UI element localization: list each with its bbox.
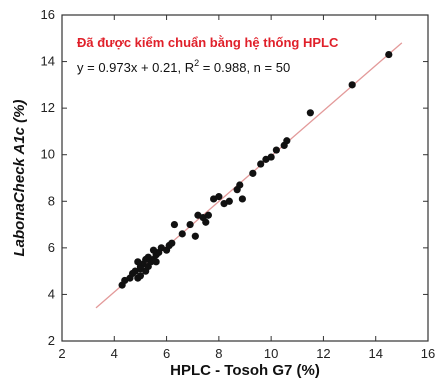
data-point [136, 272, 145, 280]
y-tick-label: 6 [48, 240, 55, 255]
y-tick-label: 10 [41, 147, 55, 162]
axis-tick-labels: 2 4 6 8 10 12 14 16 2 4 6 8 10 12 14 16 [41, 7, 436, 361]
data-point [168, 239, 176, 247]
equation-suffix: = 0.988, n = 50 [199, 60, 290, 75]
data-point [134, 258, 142, 266]
data-point [348, 81, 356, 89]
annotation-headline: Đã được kiểm chuẩn bằng hệ thống HPLC [77, 35, 339, 50]
x-tick-label: 8 [215, 346, 222, 361]
data-point [238, 195, 246, 203]
axis-ticks [61, 14, 429, 342]
data-point [128, 269, 137, 278]
x-axis-title: HPLC - Tosoh G7 (%) [170, 362, 320, 379]
x-tick-label: 6 [163, 346, 170, 361]
data-point [385, 50, 393, 59]
data-point [267, 153, 275, 161]
data-point [215, 193, 223, 201]
x-tick-label: 16 [421, 346, 435, 361]
data-point [249, 169, 257, 177]
equation-sup: 2 [194, 58, 199, 68]
data-point [306, 109, 314, 117]
data-point [136, 265, 145, 273]
data-point [149, 246, 158, 254]
y-tick-label: 4 [48, 286, 55, 301]
data-point [204, 211, 212, 219]
x-tick-label: 12 [316, 346, 330, 361]
data-point [178, 230, 186, 238]
equation-prefix: y = 0.973x + 0.21, R [77, 60, 194, 75]
data-point [236, 181, 244, 189]
data-point [152, 258, 160, 266]
data-point [283, 137, 291, 145]
data-point [170, 220, 179, 229]
x-tick-label: 14 [368, 346, 382, 361]
data-point [142, 255, 150, 264]
y-tick-label: 8 [48, 193, 55, 208]
data-point [191, 232, 199, 240]
x-tick-label: 4 [111, 346, 118, 361]
x-tick-label: 2 [58, 346, 65, 361]
y-tick-label: 16 [41, 7, 55, 22]
y-axis-title: LabonaCheck A1c (%) [11, 100, 28, 257]
y-tick-label: 12 [41, 100, 55, 115]
annotation-equation: y = 0.973x + 0.21, R2 = 0.988, n = 50 [77, 58, 290, 75]
y-tick-label: 2 [48, 333, 55, 348]
y-tick-label: 14 [41, 54, 55, 69]
data-point [186, 220, 194, 229]
data-point [202, 218, 210, 226]
x-tick-label: 10 [264, 346, 278, 361]
data-points [118, 50, 393, 289]
data-point [225, 197, 233, 205]
data-point [272, 146, 280, 154]
data-point [257, 160, 265, 168]
